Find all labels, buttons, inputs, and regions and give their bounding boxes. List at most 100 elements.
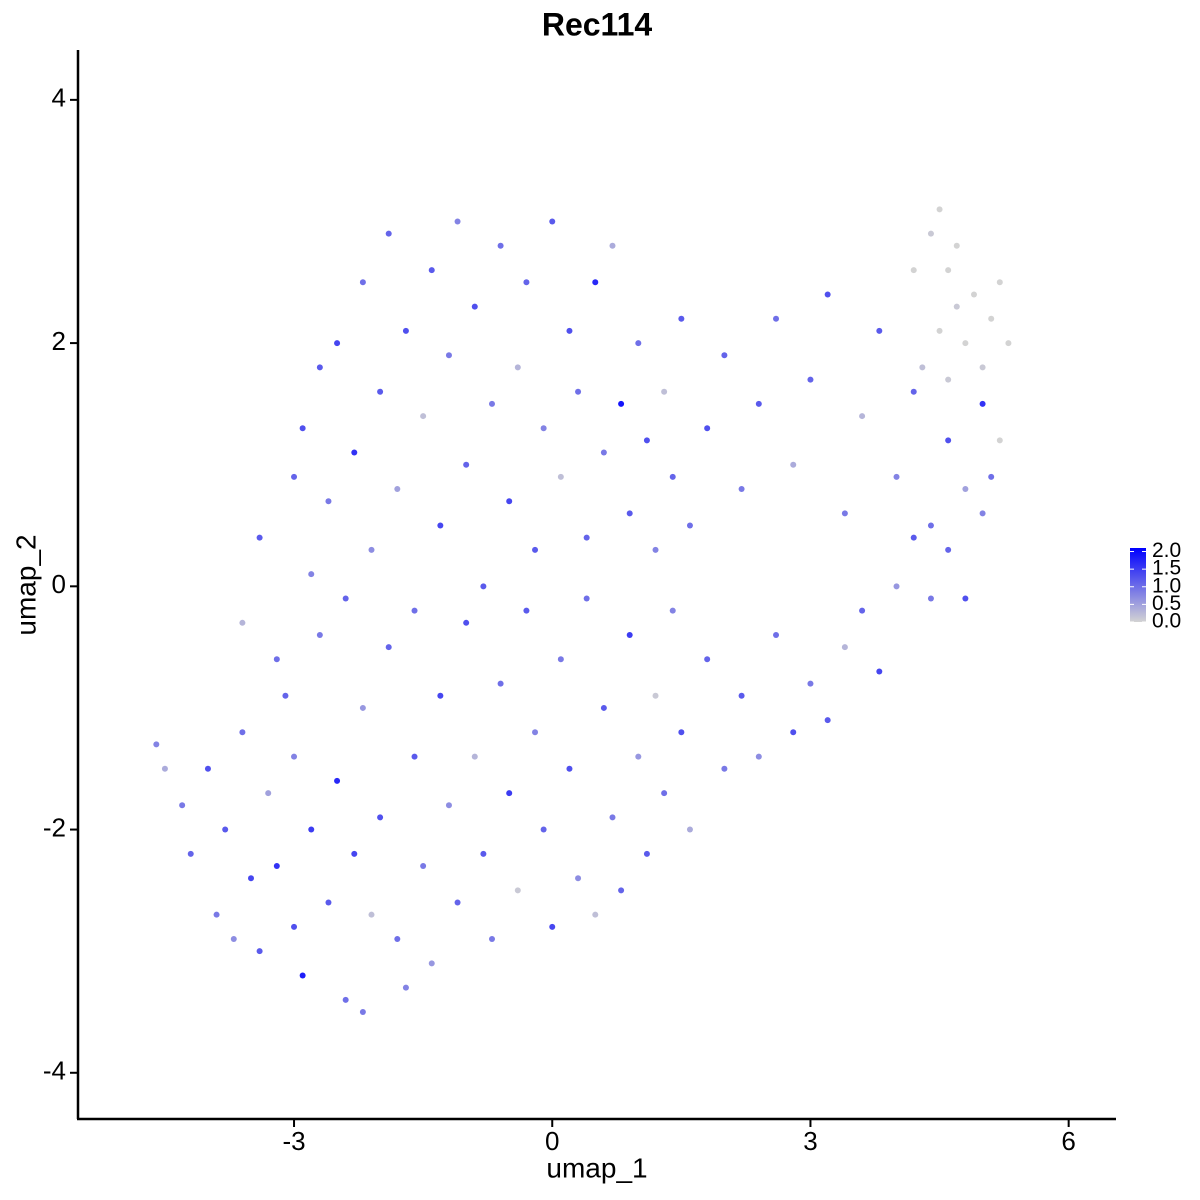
y-tick-label: 4: [52, 83, 66, 113]
point: [652, 546, 659, 553]
point: [557, 656, 564, 663]
point: [316, 364, 323, 371]
point: [497, 242, 504, 249]
point: [420, 863, 427, 870]
point: [523, 607, 530, 614]
point: [437, 522, 444, 529]
x-axis-title: umap_1: [546, 1152, 647, 1183]
point: [273, 656, 280, 663]
point: [988, 315, 995, 322]
point: [988, 473, 995, 480]
point: [480, 850, 487, 857]
point: [583, 534, 590, 541]
point: [626, 510, 633, 517]
point: [420, 413, 427, 420]
point: [316, 631, 323, 638]
point: [428, 960, 435, 967]
point: [471, 303, 478, 310]
point: [454, 218, 461, 225]
point: [841, 644, 848, 651]
point: [618, 887, 625, 894]
point: [919, 364, 926, 371]
point: [661, 388, 668, 395]
point: [299, 972, 306, 979]
colorbar-label: 0.5: [1152, 592, 1181, 615]
colorbar-label: 1.5: [1152, 557, 1181, 580]
point: [807, 680, 814, 687]
point: [308, 571, 315, 578]
point: [161, 765, 168, 772]
colorbar-label: 1.0: [1152, 574, 1181, 597]
point: [893, 473, 900, 480]
point: [755, 753, 762, 760]
point: [463, 619, 470, 626]
point: [411, 753, 418, 760]
point: [239, 619, 246, 626]
point: [773, 631, 780, 638]
point: [910, 267, 917, 274]
point: [445, 802, 452, 809]
point: [222, 826, 229, 833]
y-axis-title: umap_2: [10, 534, 41, 635]
point: [342, 996, 349, 1003]
point: [248, 875, 254, 882]
point: [953, 242, 960, 249]
point: [1005, 340, 1012, 347]
point: [230, 936, 237, 943]
point: [755, 400, 762, 407]
point: [893, 583, 900, 590]
point: [291, 753, 298, 760]
point: [600, 704, 607, 711]
point: [402, 327, 409, 334]
point: [738, 692, 745, 699]
y-tick-label: 0: [52, 569, 66, 599]
point: [686, 826, 693, 833]
point: [368, 546, 375, 553]
point: [514, 364, 521, 371]
colorbar-label: 0.0: [1152, 610, 1181, 633]
point: [859, 413, 866, 420]
point: [979, 510, 986, 517]
point: [359, 1008, 366, 1015]
point: [996, 437, 1003, 444]
point: [927, 595, 934, 602]
point: [970, 291, 977, 298]
x-tick-label: 0: [545, 1126, 559, 1156]
point: [394, 936, 401, 943]
point: [583, 595, 590, 602]
point: [291, 473, 298, 480]
point: [678, 315, 685, 322]
point: [308, 826, 315, 833]
point: [471, 753, 478, 760]
point: [824, 291, 831, 298]
point: [824, 717, 831, 724]
point: [600, 449, 607, 456]
point: [876, 668, 883, 675]
point: [704, 425, 711, 432]
point: [936, 327, 943, 334]
point: [996, 279, 1003, 286]
point: [566, 327, 573, 334]
point: [497, 680, 504, 687]
point: [661, 790, 668, 797]
point: [910, 388, 917, 395]
y-tick-label: -4: [43, 1056, 66, 1086]
point: [790, 461, 797, 468]
point: [334, 777, 341, 784]
point: [532, 729, 539, 736]
point: [377, 814, 384, 821]
point: [291, 923, 298, 930]
point: [979, 400, 986, 407]
point: [445, 352, 452, 359]
point: [385, 644, 392, 651]
point: [669, 607, 676, 614]
point: [549, 923, 556, 930]
point: [773, 315, 780, 322]
point: [618, 400, 625, 407]
point: [945, 376, 952, 383]
point: [962, 486, 969, 493]
point: [927, 230, 934, 237]
chart-title: Rec114: [542, 6, 653, 42]
point: [239, 729, 246, 736]
point: [351, 850, 358, 857]
